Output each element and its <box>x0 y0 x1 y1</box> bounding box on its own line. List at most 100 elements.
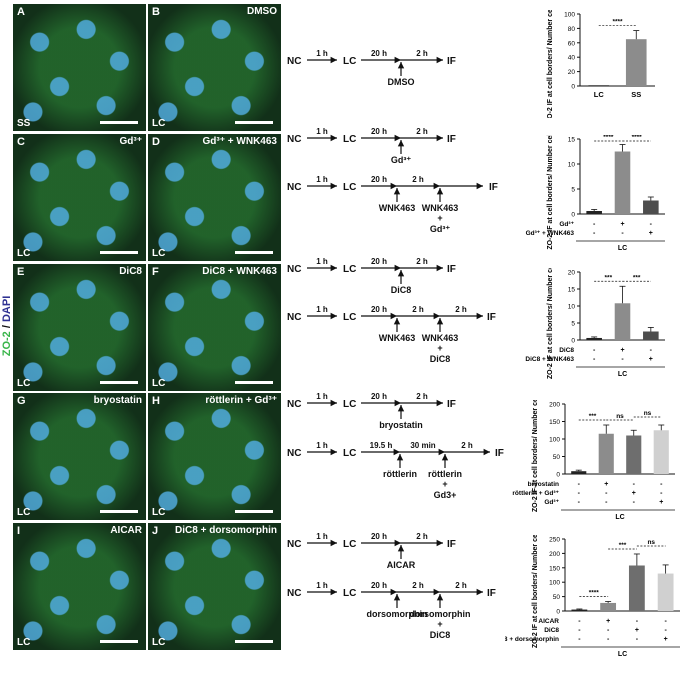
y-tick-label: 20 <box>568 270 576 277</box>
condition-mark: - <box>650 221 653 228</box>
lc-label: LC <box>343 399 356 410</box>
panel-letter: E <box>17 266 25 278</box>
arrow-head <box>393 188 401 195</box>
flow-label: WNK463 <box>379 203 416 213</box>
condition-mark: + <box>632 490 636 497</box>
condition-mark: - <box>636 636 639 643</box>
scale-bar <box>100 381 138 384</box>
arrow-head <box>330 448 337 456</box>
panel-condition: LC <box>17 507 31 518</box>
flow-label: 2 h <box>416 49 428 58</box>
arrow-head <box>397 270 405 277</box>
arrow-head <box>436 188 444 195</box>
y-axis-label: ZO-2 IF at cell borders/ Number cells in… <box>532 400 539 512</box>
flow-label: WNK463 <box>422 203 459 213</box>
bar <box>643 331 659 340</box>
condition-row-label: DiC8 + WNK463 <box>525 356 574 363</box>
flow-label: 19.5 h <box>370 441 393 450</box>
panel-condition: LC <box>17 248 31 259</box>
arrow-head <box>330 182 337 190</box>
condition-mark: + <box>649 356 653 363</box>
bar <box>614 303 631 340</box>
y-tick-label: 100 <box>564 12 575 19</box>
bar <box>643 200 659 214</box>
condition-mark: + <box>620 347 624 354</box>
panel-letter: A <box>17 6 25 18</box>
arrow-head <box>330 264 337 272</box>
scale-bar <box>100 251 138 254</box>
arrow-head <box>441 454 449 461</box>
arrow-head <box>390 312 397 320</box>
condition-mark: - <box>605 490 608 497</box>
arrow-head <box>397 140 405 147</box>
group-label: LC <box>618 371 627 378</box>
arrow-head <box>397 62 405 69</box>
y-tick-label: 150 <box>549 419 560 426</box>
condition-mark: - <box>578 499 581 506</box>
bar <box>600 602 617 611</box>
flow-label: 1 h <box>316 305 328 314</box>
flow-label: LC <box>343 182 356 193</box>
scale-bar <box>100 510 138 513</box>
micrograph-panel-a: A SS <box>13 4 146 131</box>
panel-title: DiC8 + WNK463 <box>202 266 277 277</box>
arrow-head <box>393 448 400 456</box>
panel-title: Gd³⁺ + WNK463 <box>202 136 277 147</box>
scale-bar <box>235 381 273 384</box>
arrow-head <box>436 318 444 325</box>
bar <box>628 565 645 611</box>
flow-label: 2 h <box>412 305 424 314</box>
nc-label: NC <box>287 134 301 145</box>
panel-condition: LC <box>152 507 166 518</box>
flow-label: 1 h <box>316 49 328 58</box>
panel-condition: SS <box>17 118 31 129</box>
flow-label: 30 min <box>410 441 435 450</box>
flow-label: 1 h <box>316 441 328 450</box>
y-tick-label: 5 <box>571 187 575 194</box>
scale-bar <box>100 121 138 124</box>
bar-chart-1: ZO-2 IF at cell borders/ Number cells in… <box>547 10 655 118</box>
bar <box>625 39 647 86</box>
lc-label: LC <box>343 264 356 275</box>
panel-title: AICAR <box>110 525 142 536</box>
bar-chart-3: ZO-2 IF at cell borders/ Number cells in… <box>525 268 665 379</box>
panel-title: Gd³⁺ <box>119 136 143 147</box>
lc-label: LC <box>343 539 356 550</box>
condition-mark: - <box>607 636 610 643</box>
flow-label: + <box>437 343 442 353</box>
arrow-head <box>393 318 401 325</box>
flow-label: NC <box>287 448 301 459</box>
scale-bar <box>235 510 273 513</box>
nc-label: NC <box>287 264 301 275</box>
significance-label: **** <box>632 135 643 141</box>
panel-letter: D <box>152 136 160 148</box>
condition-row-label: Gd³⁺ + WNK463 <box>526 230 575 237</box>
nc-label: NC <box>287 399 301 410</box>
micrograph-panel-b: B DMSO LC <box>148 4 281 131</box>
arrow-head <box>330 588 337 596</box>
condition-mark: - <box>605 499 608 506</box>
arrow-head <box>476 588 483 596</box>
flow-label: + <box>437 213 442 223</box>
arrow-head <box>436 399 443 407</box>
treatment-label: Gd³⁺ <box>391 155 411 165</box>
bar <box>653 430 669 474</box>
panel-condition: LC <box>152 378 166 389</box>
panel-title: DiC8 + dorsomorphin <box>175 525 277 536</box>
arrow-head <box>436 594 444 601</box>
flow-label: 2 h <box>455 581 467 590</box>
stain-label: ZO-2 / DAPI <box>1 295 13 357</box>
condition-mark: - <box>578 636 581 643</box>
significance-label: ns <box>644 410 652 417</box>
bar <box>586 211 602 214</box>
condition-row-label: Gd³⁺ <box>544 499 559 506</box>
micrograph-panel-j: J DiC8 + dorsomorphin LC <box>148 523 281 650</box>
flow-label: DiC8 <box>430 354 451 364</box>
condition-mark: - <box>578 618 581 625</box>
arrow-head <box>476 182 483 190</box>
y-tick-label: 40 <box>568 55 576 62</box>
flow-label: 1 h <box>316 127 328 136</box>
panel-condition: LC <box>17 378 31 389</box>
scale-bar <box>235 251 273 254</box>
